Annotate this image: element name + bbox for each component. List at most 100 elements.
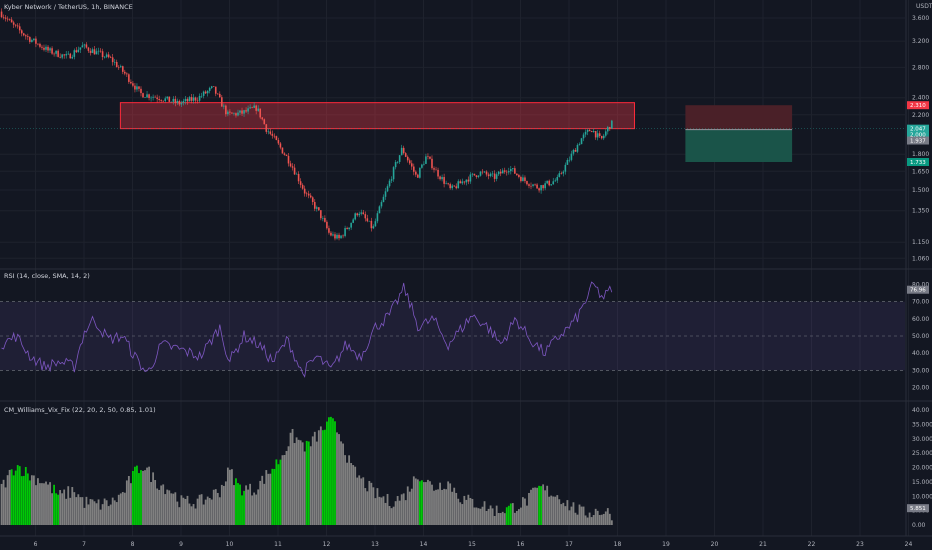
candle-body: [93, 49, 96, 55]
price-tag-label: 1.937: [910, 139, 926, 145]
candle-body: [87, 47, 90, 51]
candle-body: [229, 111, 231, 113]
candle-body: [554, 180, 557, 182]
candle-body: [532, 184, 534, 186]
candle-body: [534, 184, 536, 186]
vix-bar: [67, 486, 70, 525]
candle-body: [473, 173, 476, 176]
rsi-axis-tick: 20.00: [912, 384, 929, 391]
vix-bar: [275, 459, 278, 525]
vix-bar: [380, 497, 383, 525]
candle-body: [433, 168, 435, 170]
candle-body: [12, 22, 15, 25]
candle-body: [33, 38, 35, 41]
vix-bar: [103, 498, 106, 525]
vix-bar: [0, 483, 3, 525]
candle-body: [233, 113, 235, 114]
candle-body: [212, 86, 215, 87]
vix-bar: [354, 466, 357, 525]
vix-bar: [459, 502, 462, 525]
candle-body: [378, 206, 381, 214]
vix-bar: [447, 481, 450, 525]
candle-body: [596, 133, 599, 138]
candle-body: [57, 50, 59, 57]
vix-bar: [602, 513, 605, 525]
vix-bar: [479, 508, 482, 525]
position-stop-area[interactable]: [685, 105, 793, 130]
vix-bar: [105, 500, 108, 525]
vix-bar: [372, 487, 375, 525]
vix-bar: [41, 483, 43, 525]
candle-body: [14, 24, 17, 26]
vix-bar: [463, 495, 466, 525]
candle-body: [423, 163, 425, 165]
candle-body: [219, 93, 221, 98]
vix-bar: [366, 491, 369, 525]
candle-body: [245, 110, 247, 112]
candle-body: [81, 45, 84, 48]
candle-body: [253, 105, 255, 108]
vix-bar: [457, 498, 460, 525]
vix-bar: [556, 495, 559, 525]
vix-bar: [338, 434, 340, 525]
candle-body: [590, 131, 593, 133]
vix-bar: [370, 482, 373, 525]
vix-bar: [374, 498, 377, 525]
vix-bar: [576, 514, 579, 525]
candle-body: [392, 167, 395, 180]
candle-body: [265, 124, 268, 132]
candle-body: [160, 100, 162, 101]
candle-body: [281, 147, 284, 154]
candle-body: [413, 166, 415, 172]
candle-body: [499, 171, 502, 174]
chart-title: Kyber Network / TetherUS, 1h, BINANCE: [4, 3, 133, 11]
vix-bar: [243, 490, 245, 525]
candle-body: [29, 37, 31, 42]
supply-zone-rect[interactable]: [119, 102, 635, 130]
vix-bar: [321, 430, 324, 525]
vix-bar: [192, 504, 195, 525]
vix-bar: [265, 470, 268, 525]
vix-bar: [85, 496, 88, 525]
candle-body: [348, 227, 350, 230]
vix-bar: [489, 505, 492, 525]
vix-bar: [326, 421, 328, 525]
vix-bar: [382, 496, 385, 525]
vix-value-tag: [907, 504, 929, 513]
vix-bar: [154, 480, 157, 525]
vix-bar: [156, 488, 159, 525]
time-axis-tick: 19: [662, 541, 670, 548]
vix-bar: [544, 490, 547, 525]
candle-body: [435, 169, 437, 171]
vix-bar: [319, 426, 322, 525]
candle-body: [556, 176, 559, 181]
vix-bar: [443, 488, 446, 525]
vix-bar: [528, 492, 530, 525]
vix-bar: [10, 469, 13, 525]
candle-body: [394, 162, 397, 168]
position-target-area[interactable]: [685, 129, 793, 163]
candle-body: [283, 153, 286, 155]
vix-bar: [453, 487, 456, 525]
vix-bar: [281, 455, 284, 525]
vix-bar: [328, 417, 330, 525]
vix-bar: [429, 481, 431, 525]
vix-bar: [190, 506, 193, 525]
vix-axis-tick: 10.000: [912, 493, 932, 500]
candle-body: [35, 38, 37, 44]
candle-body: [247, 108, 249, 112]
rsi-axis-tick: 30.00: [912, 367, 929, 374]
candle-body: [73, 50, 76, 57]
candle-body: [101, 51, 104, 58]
candle-body: [162, 100, 165, 102]
vix-bar: [136, 465, 138, 525]
candle-body: [514, 168, 516, 174]
vix-bar: [509, 503, 512, 525]
candle-body: [178, 100, 181, 105]
price-tag-label: 1.733: [910, 160, 926, 166]
rsi-line[interactable]: [1, 281, 613, 378]
candle-body: [249, 107, 251, 109]
vix-bar: [257, 489, 260, 525]
vix-bar: [97, 499, 100, 525]
